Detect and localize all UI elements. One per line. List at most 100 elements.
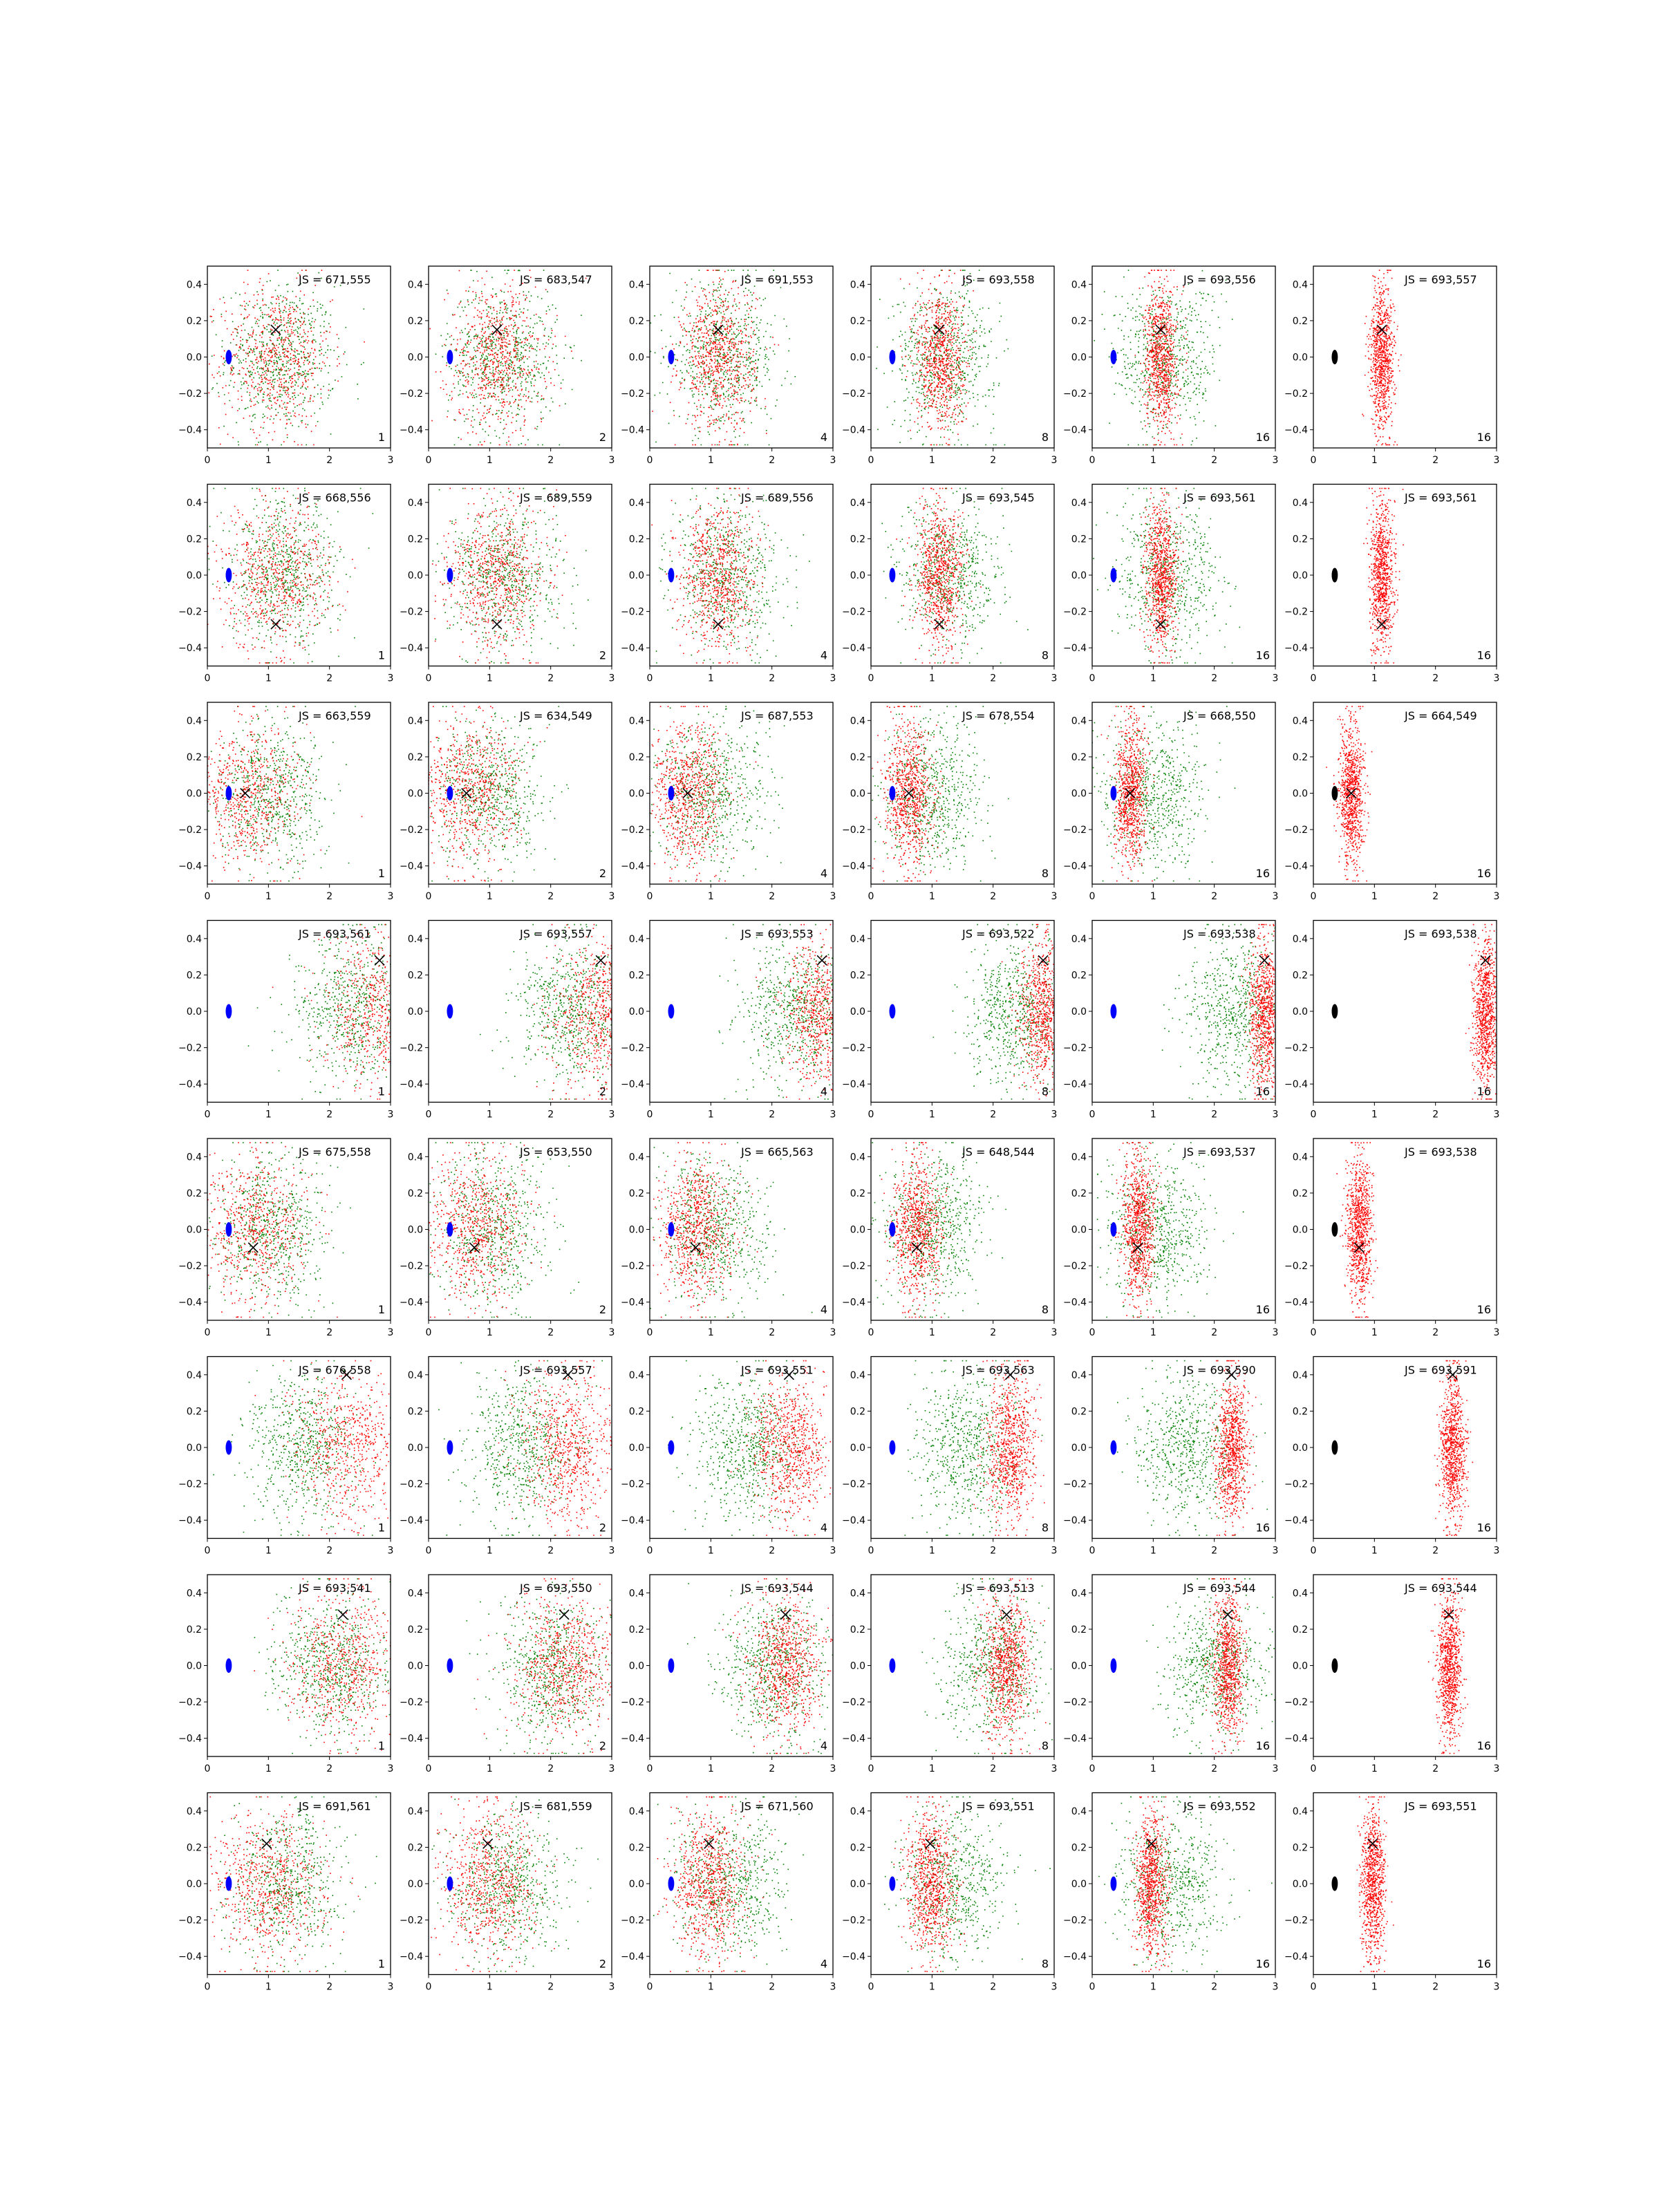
y-tick-label: 0.4: [187, 715, 202, 727]
y-tick-label: 0.2: [850, 1406, 865, 1417]
subplot-r6-c5: 0 1 2 3 0.4 0.2 0.0 −0.2 −0.4 JS = 693,590 16: [1063, 1356, 1278, 1557]
x-tick-label: 1: [1150, 891, 1156, 902]
subplot-r7-c5: 0 1 2 3 0.4 0.2 0.0 −0.2 −0.4 JS = 693,544 16: [1063, 1574, 1278, 1774]
axes-frame: [870, 1792, 1055, 1976]
panel-label: 16: [1477, 1739, 1491, 1752]
x-tick-label: 1: [708, 1546, 714, 1557]
y-tick-label: 0.4: [850, 1152, 865, 1163]
origin-ellipse: [225, 1658, 232, 1674]
panel-label: 8: [1042, 649, 1049, 662]
x-tick-label: 2: [1211, 455, 1217, 466]
y-tick-label: −0.4: [842, 1734, 865, 1745]
red-points: [1209, 1360, 1257, 1536]
origin-ellipse: [1110, 1440, 1117, 1455]
cross-marker: [1222, 1609, 1233, 1620]
x-tick-label: 2: [1211, 891, 1217, 902]
js-annotation: JS = 693,561: [1183, 491, 1256, 505]
red-points: [254, 1360, 391, 1536]
scatter-points: [650, 706, 785, 882]
js-annotation: JS = 671,555: [298, 273, 371, 286]
y-tick-label: 0.2: [629, 970, 644, 981]
js-annotation: JS = 693,538: [1183, 928, 1256, 941]
origin-ellipse: [1110, 1004, 1117, 1019]
x-tick-label: 0: [1089, 1763, 1096, 1774]
green-points: [209, 1142, 351, 1318]
x-tick-label: 3: [830, 1109, 836, 1121]
green-points: [668, 1360, 824, 1536]
x-tick-label: 0: [1089, 1109, 1096, 1121]
y-tick-label: 0.0: [408, 1661, 423, 1672]
x-tick-label: 0: [868, 891, 874, 902]
red-points: [1434, 1360, 1474, 1536]
x-tick-label: 0: [647, 455, 653, 466]
y-tick-label: 0.0: [1071, 1006, 1087, 1018]
y-tick-label: 0.2: [850, 316, 865, 327]
red-points: [1134, 270, 1188, 446]
y-tick-label: −0.4: [400, 425, 423, 436]
panel-label: 1: [378, 1303, 385, 1316]
y-tick-label: −0.4: [178, 425, 202, 436]
y-tick-label: −0.4: [178, 643, 202, 654]
red-points: [650, 706, 757, 882]
green-points: [655, 487, 810, 664]
js-annotation: JS = 693,541: [298, 1582, 371, 1595]
js-annotation: JS = 678,554: [962, 709, 1035, 722]
y-tick-label: −0.2: [1063, 388, 1087, 400]
scatter-points: [1092, 1142, 1244, 1318]
panel-label: 8: [1042, 1521, 1049, 1535]
red-points: [207, 1796, 359, 1972]
x-tick-label: 2: [326, 455, 332, 466]
y-tick-label: −0.4: [621, 1515, 644, 1526]
y-tick-label: −0.2: [842, 825, 865, 836]
axes-frame: [428, 702, 612, 885]
y-tick-label: 0.2: [850, 534, 865, 545]
x-tick-label: 3: [609, 891, 615, 902]
x-tick-label: 3: [609, 1109, 615, 1121]
y-tick-label: 0.4: [1293, 1152, 1308, 1163]
origin-ellipse: [225, 1221, 232, 1237]
x-tick-label: 3: [609, 673, 615, 684]
scatter-points: [207, 1142, 351, 1318]
scatter-points: [1093, 487, 1241, 664]
x-tick-label: 1: [487, 455, 493, 466]
x-tick-label: 3: [1494, 1109, 1500, 1121]
cross-marker: [816, 955, 827, 966]
subplot-r7-c6: 0 1 2 3 0.4 0.2 0.0 −0.2 −0.4 JS = 693,544 16: [1284, 1574, 1499, 1774]
x-tick-label: 2: [1432, 673, 1438, 684]
y-tick-label: 0.0: [850, 1879, 865, 1890]
y-tick-label: −0.4: [842, 1951, 865, 1962]
y-tick-label: −0.2: [400, 1479, 423, 1490]
axes-frame: [1313, 483, 1497, 667]
x-tick-label: 0: [426, 455, 432, 466]
y-tick-label: 0.4: [629, 1370, 644, 1381]
y-tick-label: 0.0: [1293, 1879, 1308, 1890]
y-tick-label: 0.0: [850, 789, 865, 800]
axes-frame: [1313, 265, 1497, 449]
y-tick-label: 0.2: [1071, 752, 1087, 763]
origin-ellipse: [889, 1658, 896, 1674]
y-tick-label: 0.2: [850, 970, 865, 981]
subplot-r3-c1: 0 1 2 3 0.4 0.2 0.0 −0.2 −0.4 JS = 663,559 1: [178, 702, 393, 902]
y-tick-label: −0.2: [842, 1479, 865, 1490]
y-tick-label: −0.2: [1063, 1915, 1087, 1927]
panel-label: 8: [1042, 1739, 1049, 1752]
cross-marker: [562, 1369, 573, 1380]
x-tick-label: 1: [929, 455, 935, 466]
cross-marker: [713, 324, 724, 335]
red-points: [534, 924, 612, 1100]
x-tick-label: 1: [929, 673, 935, 684]
x-tick-label: 2: [1211, 1763, 1217, 1774]
y-tick-label: −0.4: [1284, 425, 1308, 436]
js-annotation: JS = 693,553: [740, 928, 814, 941]
green-points: [687, 1578, 833, 1754]
scatter-points: [668, 1360, 832, 1536]
axes-frame: [428, 919, 612, 1103]
origin-ellipse: [668, 1658, 675, 1674]
y-tick-label: 0.0: [1071, 1225, 1087, 1236]
panel-label: 2: [599, 867, 606, 880]
origin-ellipse: [1331, 1658, 1338, 1674]
x-tick-label: 2: [990, 891, 996, 902]
scatter-points: [871, 1142, 1006, 1318]
origin-ellipse: [447, 1221, 453, 1237]
y-tick-label: −0.4: [842, 425, 865, 436]
